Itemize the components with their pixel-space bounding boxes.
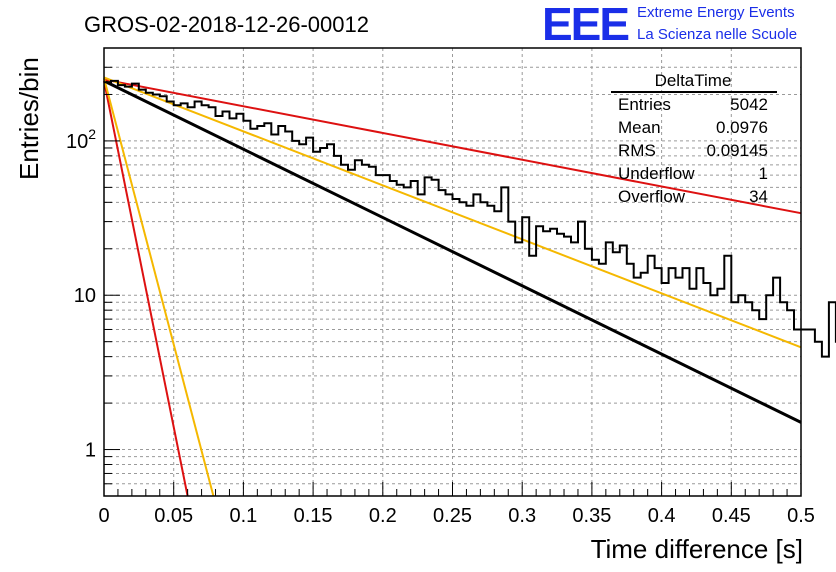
fit-line-5 xyxy=(103,77,215,497)
stats-value-underflow: 1 xyxy=(759,164,768,183)
x-tick-label: 0.25 xyxy=(433,505,472,527)
eee-logo: EEE Extreme Energy Events La Scienza nel… xyxy=(542,0,797,50)
y-tick-label: 1 xyxy=(85,440,96,462)
x-tick-labels: 0 0.05 0.1 0.15 0.2 0.25 0.3 0.35 0.4 0.45 0.5 xyxy=(98,505,814,527)
histogram xyxy=(104,79,836,358)
logo-line-1: Extreme Energy Events xyxy=(637,4,795,21)
stats-box-title: DeltaTime xyxy=(655,71,732,90)
y-tick-labels: 1 10 102 xyxy=(66,126,96,462)
y-axis-label: Entries/bin xyxy=(14,57,44,180)
stats-value-mean: 0.0976 xyxy=(716,118,768,137)
x-tick-label: 0.35 xyxy=(572,505,611,527)
chart-title: GROS-02-2018-12-26-00012 xyxy=(84,12,369,37)
y-tick-label: 102 xyxy=(66,126,96,153)
x-tick-label: 0.05 xyxy=(154,505,193,527)
stats-label-overflow: Overflow xyxy=(618,187,686,206)
x-tick-label: 0 xyxy=(98,505,109,527)
x-tick-label: 0.1 xyxy=(229,505,257,527)
fit-lines xyxy=(103,76,802,497)
grid xyxy=(104,47,801,497)
fit-line-4 xyxy=(103,80,189,497)
x-tick-label: 0.45 xyxy=(712,505,751,527)
fit-line-3 xyxy=(103,76,802,349)
fit-line-1 xyxy=(103,79,802,424)
stats-label-rms: RMS xyxy=(618,141,656,160)
stats-label-entries: Entries xyxy=(618,95,671,114)
stats-value-rms: 0.09145 xyxy=(707,141,768,160)
x-tick-label: 0.15 xyxy=(294,505,333,527)
stats-box: DeltaTime Entries 5042 Mean 0.0976 RMS 0… xyxy=(611,71,777,206)
stats-value-overflow: 34 xyxy=(749,187,768,206)
axis-ticks xyxy=(103,47,802,497)
histogram-outline xyxy=(104,79,836,358)
logo-line-2: La Scienza nelle Scuole xyxy=(637,26,797,43)
x-tick-label: 0.2 xyxy=(369,505,397,527)
x-axis-label: Time difference [s] xyxy=(591,534,803,564)
logo-mark: EEE xyxy=(542,0,628,50)
stats-label-underflow: Underflow xyxy=(618,164,695,183)
fit-line-2 xyxy=(103,78,802,215)
x-tick-label: 0.3 xyxy=(508,505,536,527)
stats-label-mean: Mean xyxy=(618,118,661,137)
y-tick-label: 10 xyxy=(74,285,96,307)
x-tick-label: 0.5 xyxy=(787,505,815,527)
x-tick-label: 0.4 xyxy=(648,505,676,527)
stats-value-entries: 5042 xyxy=(730,95,768,114)
